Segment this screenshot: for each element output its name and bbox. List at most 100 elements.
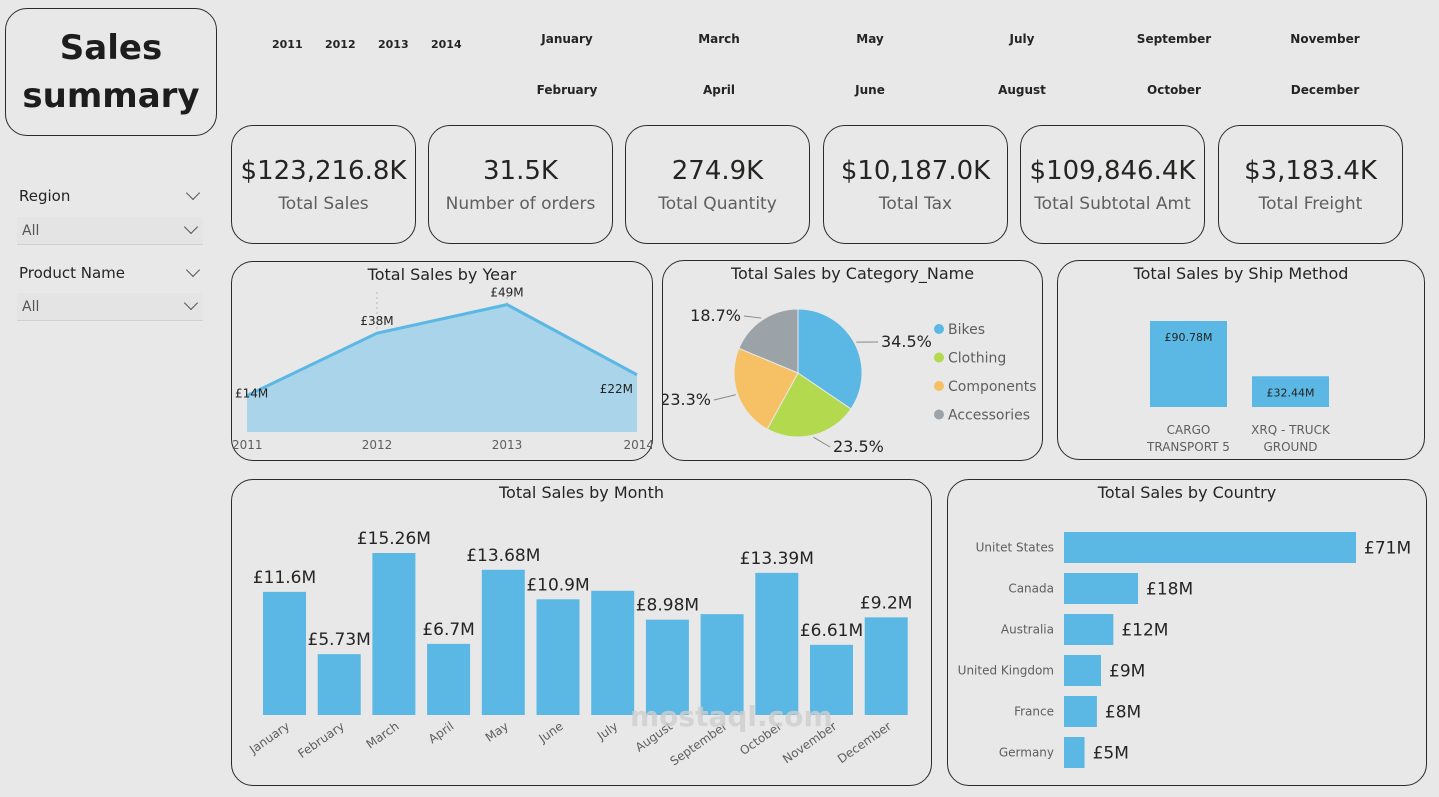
x-tick-label: GROUND xyxy=(1263,440,1317,454)
month-bar xyxy=(317,654,361,715)
x-tick-label: 2011 xyxy=(232,438,263,452)
year-option-2012[interactable]: 2012 xyxy=(325,38,356,51)
legend-label: Clothing xyxy=(948,351,1006,367)
month-option-december[interactable]: December xyxy=(1290,83,1360,97)
data-label: £8M xyxy=(1105,703,1141,723)
country-bar xyxy=(1064,696,1097,727)
x-tick-label: TRANSPORT 5 xyxy=(1146,440,1230,454)
kpi-value: $3,183.4K xyxy=(1244,155,1377,186)
region-collapse-chevron-icon[interactable] xyxy=(185,185,201,201)
month-bar xyxy=(481,569,525,715)
sales-by-year-card: Total Sales by Year £14M 2011 £38M 2012 £49M… xyxy=(231,261,653,461)
chart-title: Total Sales by Month xyxy=(499,483,664,502)
data-label: £13.68M xyxy=(466,546,540,566)
data-label: £18M xyxy=(1146,580,1193,600)
year-option-2014[interactable]: 2014 xyxy=(431,38,462,51)
month-option-april[interactable]: April xyxy=(702,83,736,97)
kpi-total-freight: $3,183.4K Total Freight xyxy=(1218,125,1403,244)
y-tick-label: United Kingdom xyxy=(958,664,1054,678)
chart-title: Total Sales by Ship Method xyxy=(1133,264,1349,283)
sales-by-ship-method-chart: £90.78M CARGO TRANSPORT 5 £32.44M XRQ - TRUC… xyxy=(1146,321,1331,454)
month-bar xyxy=(536,599,580,715)
country-bar xyxy=(1064,573,1139,604)
month-bar xyxy=(700,614,744,715)
month-option-january[interactable]: January xyxy=(541,32,593,46)
page-title-line1: Sales xyxy=(59,28,163,68)
product-dropdown[interactable]: All xyxy=(17,293,203,321)
data-label: £5.73M xyxy=(308,630,371,650)
region-filter-label: Region xyxy=(19,187,71,205)
month-bar xyxy=(864,617,908,715)
year-option-2011[interactable]: 2011 xyxy=(272,38,303,51)
kpi-label: Total Sales xyxy=(278,193,369,214)
data-label: £8.98M xyxy=(636,596,699,616)
sales-by-category-card: Total Sales by Category_Name 34.5% 23.5% 2… xyxy=(662,260,1043,461)
month-bar xyxy=(372,553,416,715)
data-label: £13.39M xyxy=(740,549,814,569)
x-tick-label: XRQ - TRUCK xyxy=(1251,423,1331,437)
kpi-value: 31.5K xyxy=(483,155,558,186)
month-option-july[interactable]: July xyxy=(1009,32,1035,46)
data-label: £38M xyxy=(360,314,393,328)
x-tick-label: November xyxy=(780,719,839,766)
data-label: £5M xyxy=(1093,744,1129,764)
page-title-card: Sales summary xyxy=(5,8,217,136)
product-collapse-chevron-icon[interactable] xyxy=(185,262,201,278)
data-label: £6.7M xyxy=(422,620,475,640)
data-label: £71M xyxy=(1364,539,1411,559)
region-dropdown-chevron-icon xyxy=(183,219,199,235)
product-dropdown-value: All xyxy=(22,299,40,315)
kpi-value: $10,187.0K xyxy=(840,155,991,186)
legend-swatch xyxy=(934,409,944,420)
data-label: £10.9M xyxy=(526,575,589,595)
country-bar xyxy=(1064,655,1102,686)
kpi-total-sales: $123,216.8K Total Sales xyxy=(231,125,416,244)
x-tick-label: August xyxy=(633,719,676,755)
data-label: £32.44M xyxy=(1267,386,1315,399)
pie-slice-components xyxy=(733,347,799,430)
data-label: £12M xyxy=(1121,621,1168,641)
pie-data-label: 34.5% xyxy=(881,332,932,351)
legend-label: Accessories xyxy=(948,408,1030,424)
month-option-november[interactable]: November xyxy=(1290,32,1360,46)
sales-line xyxy=(246,303,638,397)
month-option-may[interactable]: May xyxy=(856,32,884,46)
kpi-label: Total Subtotal Amt xyxy=(1034,193,1191,214)
month-option-june[interactable]: June xyxy=(855,83,885,97)
data-label: £11.6M xyxy=(253,568,316,588)
month-bar xyxy=(263,591,306,715)
month-option-september[interactable]: September xyxy=(1136,32,1212,46)
sales-by-country-card: Total Sales by Country Unitet States £71M… xyxy=(947,479,1427,786)
kpi-label: Number of orders xyxy=(445,193,596,214)
x-tick-label: March xyxy=(364,719,402,751)
sales-by-month-chart: £11.6M January £5.73M February £15.26M March £… xyxy=(246,529,913,769)
month-option-august[interactable]: August xyxy=(998,83,1046,97)
x-tick-label: January xyxy=(246,719,292,757)
x-tick-label: September xyxy=(667,719,729,769)
month-option-october[interactable]: October xyxy=(1147,83,1201,97)
x-tick-label: May xyxy=(483,719,511,745)
data-label: £9M xyxy=(1109,662,1145,682)
pie-data-label: 18.7% xyxy=(690,306,741,325)
data-label: £9.2M xyxy=(860,593,913,613)
kpi-label: Total Tax xyxy=(878,193,953,214)
year-option-2013[interactable]: 2013 xyxy=(378,38,409,51)
month-option-march[interactable]: March xyxy=(698,32,740,46)
sales-by-country-chart: Unitet States £71M Canada £18M Australia £12M… xyxy=(958,532,1411,768)
region-dropdown[interactable]: All xyxy=(17,217,203,245)
page-title-line2: summary xyxy=(22,76,200,116)
kpi-value: $123,216.8K xyxy=(240,155,407,186)
pie-slice-clothing xyxy=(766,372,852,438)
legend-label: Components xyxy=(948,379,1037,395)
kpi-label: Total Quantity xyxy=(658,193,777,214)
product-dropdown-chevron-icon xyxy=(183,295,199,311)
chart-title: Total Sales by Category_Name xyxy=(730,264,975,283)
x-tick-label: CARGO xyxy=(1167,423,1211,437)
sales-by-category-chart: 34.5% 23.5% 23.3% 18.7% Bikes Clothing Compone… xyxy=(663,306,1037,456)
month-bar xyxy=(755,572,799,715)
chart-title: Total Sales by Year xyxy=(367,265,517,284)
y-tick-label: Germany xyxy=(999,746,1054,760)
month-option-february[interactable]: February xyxy=(536,83,598,97)
kpi-value: 274.9K xyxy=(671,155,764,186)
sales-by-month-card: Total Sales by Month £11.6M January £5.73M… xyxy=(231,479,932,786)
